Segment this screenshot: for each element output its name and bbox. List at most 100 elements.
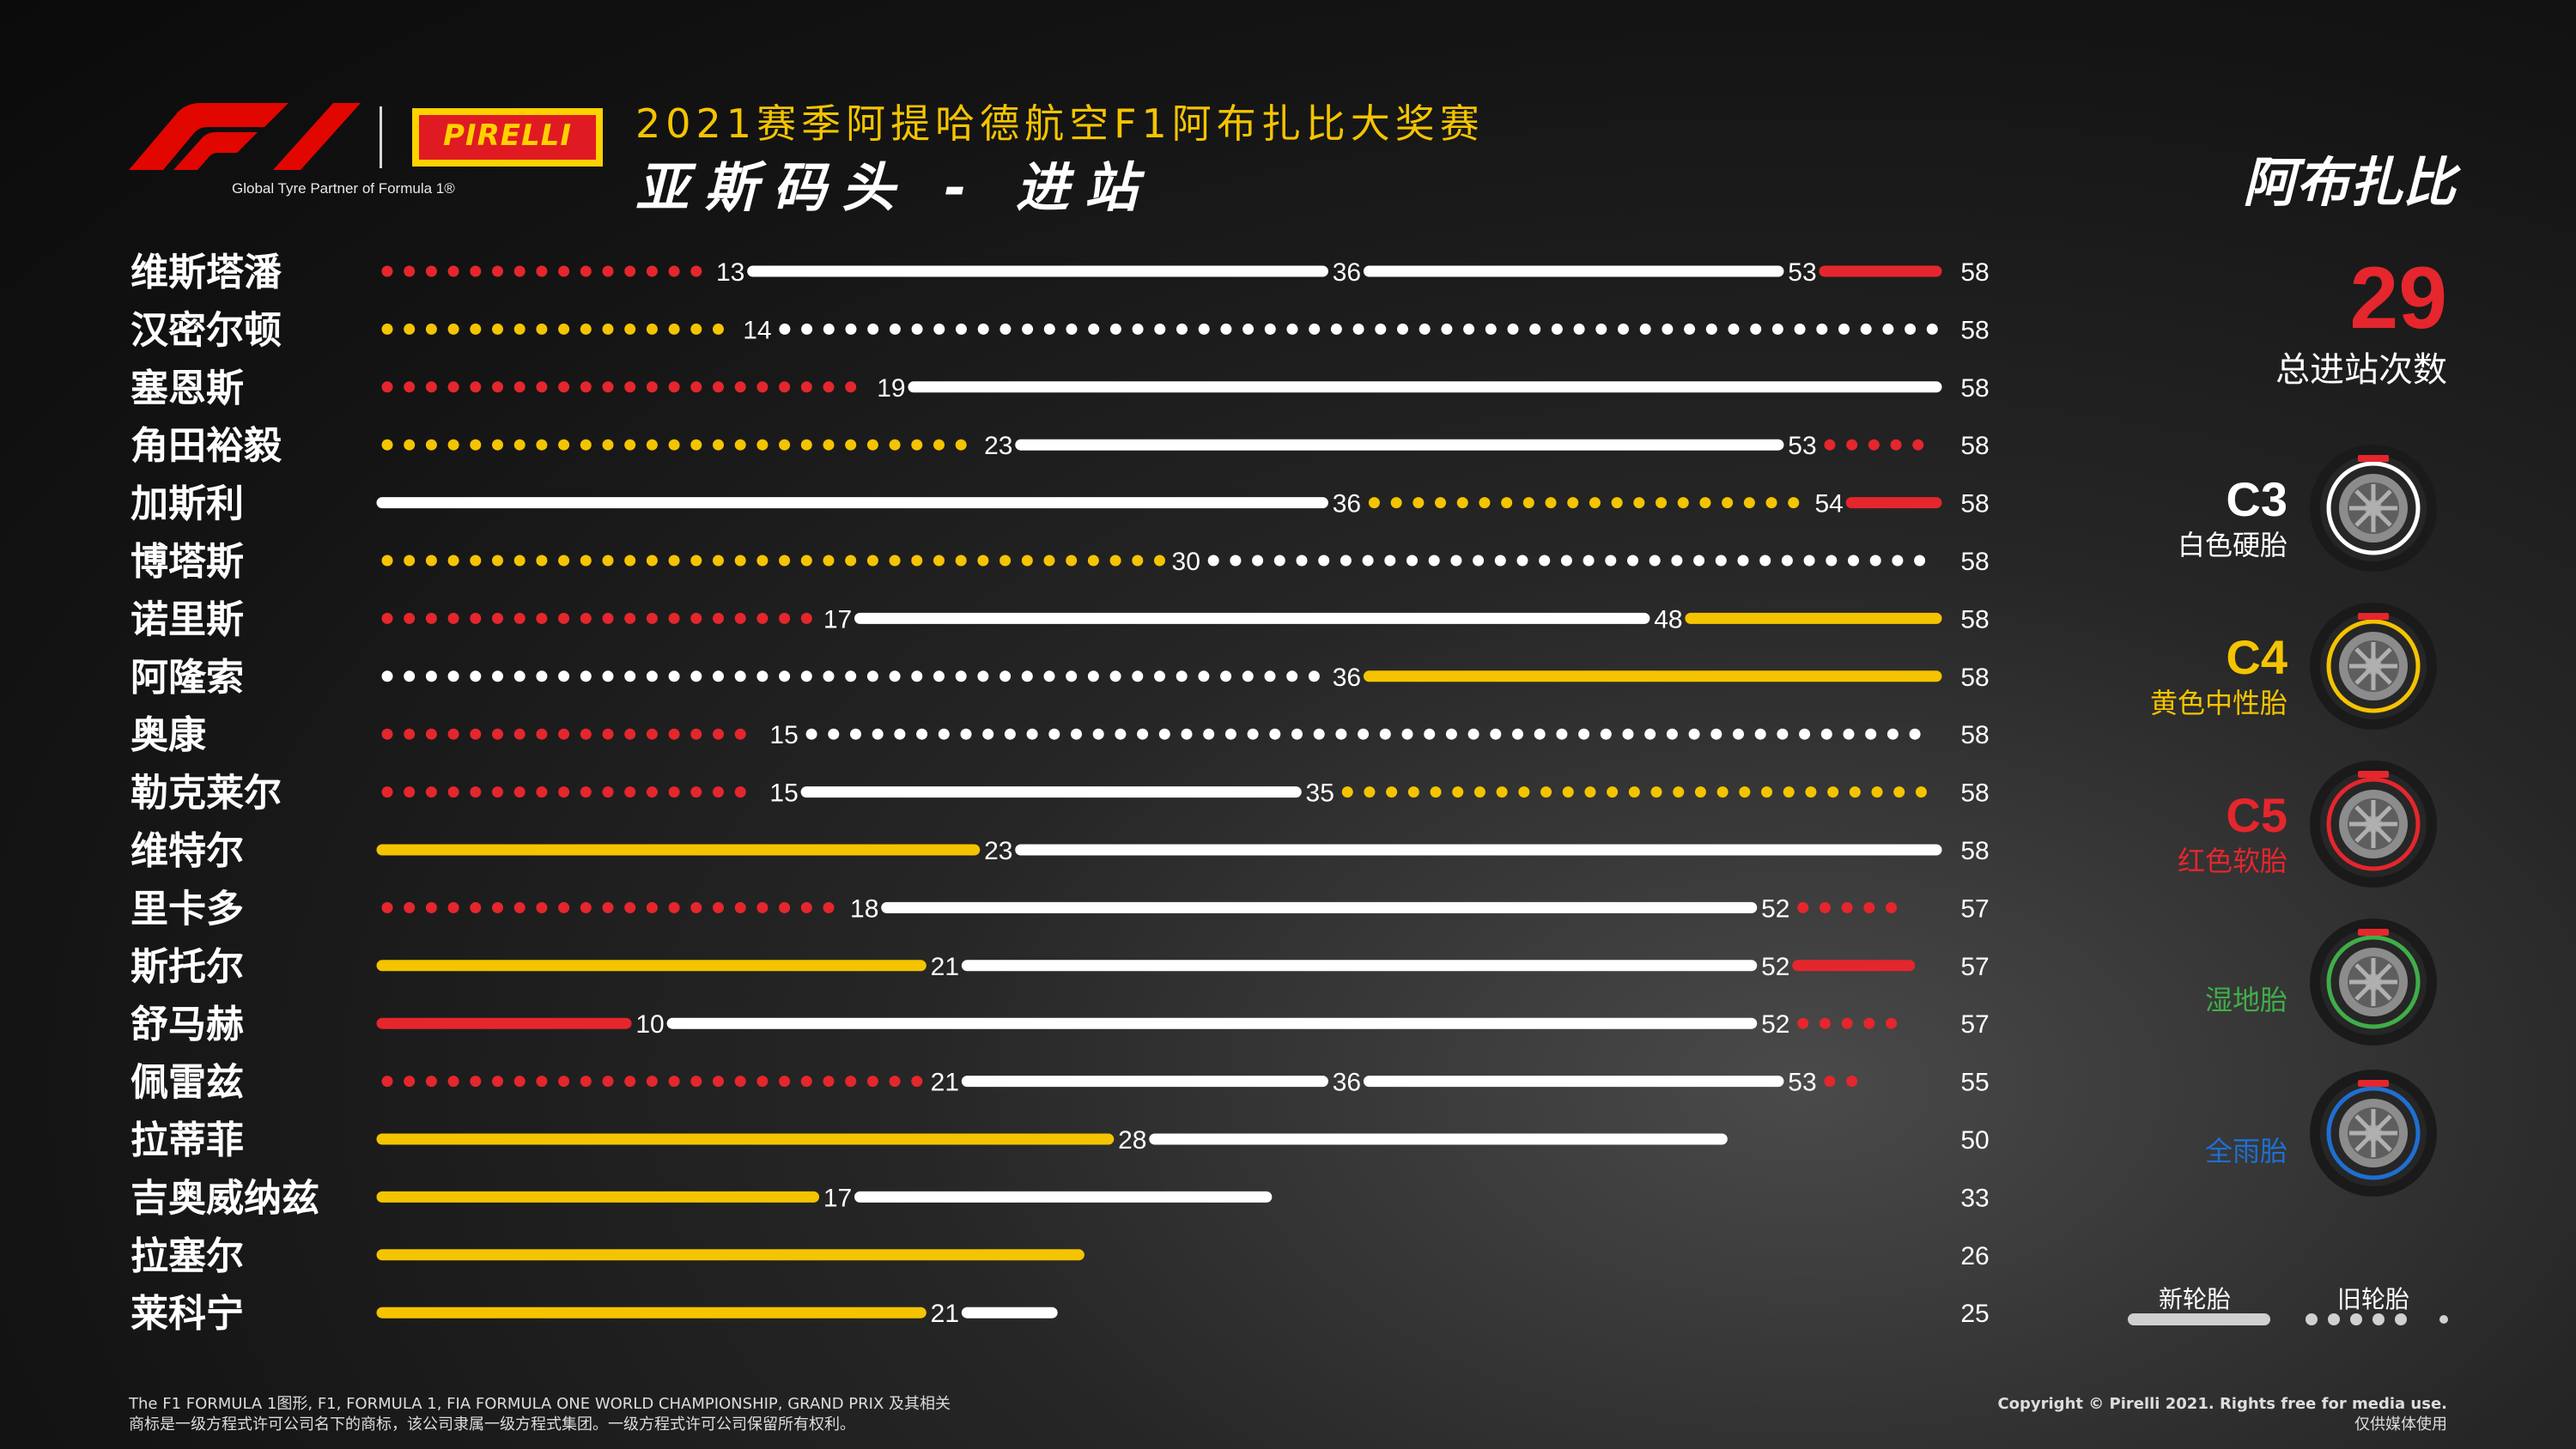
total-laps-label: 33: [1960, 1184, 1989, 1212]
driver-name: 汉密尔顿: [131, 308, 282, 352]
pit-lap-label: 14: [743, 316, 771, 344]
tyre-code: C4: [2226, 630, 2287, 684]
stint-used-C5: [1797, 901, 1898, 913]
tyre-code: C3: [2226, 472, 2287, 526]
pit-lap-label: 52: [1761, 1010, 1789, 1039]
pirelli-logo-word: PIRELLI: [443, 118, 572, 153]
stint-used-C4: [1341, 786, 1927, 798]
total-laps-label: 58: [1960, 779, 1989, 808]
footer-copyright-line2: 仅供媒体使用: [2354, 1416, 2447, 1434]
pit-lap-label: 18: [850, 894, 878, 923]
pit-lap-label: 53: [1788, 432, 1816, 460]
pirelli-tyre-blue-icon: [2310, 1070, 2437, 1197]
driver-row: 加斯利 36 54 58: [131, 482, 1990, 526]
tyre-legend-item: C4 黄色中性胎: [2061, 597, 2439, 735]
tyre-legend-item: C3 白色硬胎: [2061, 440, 2439, 577]
total-laps-label: 58: [1960, 316, 1989, 344]
driver-name: 佩雷兹: [131, 1061, 244, 1105]
footer-legal-line1: The F1 FORMULA 1图形, F1, FORMULA 1, FIA F…: [129, 1395, 951, 1413]
stint-used-C5: [1824, 439, 1924, 451]
total-laps-label: 25: [1960, 1300, 1989, 1328]
stint-used-C5: [381, 901, 835, 913]
stint-used-C5: [381, 612, 812, 624]
tyre-desc: 红色软胎: [2177, 845, 2287, 877]
driver-name: 奥康: [131, 713, 206, 757]
total-laps-label: 58: [1960, 605, 1989, 634]
stint-used-C5: [1824, 1076, 1858, 1088]
pit-lap-label: 17: [823, 1184, 852, 1212]
driver-name: 诺里斯: [131, 597, 244, 641]
driver-row: 角田裕毅 23 53 58: [131, 424, 1990, 468]
stint-used-C5: [1797, 1017, 1898, 1029]
driver-name: 塞恩斯: [131, 367, 244, 410]
stint-used-C5: [381, 381, 857, 393]
total-laps-label: 58: [1960, 548, 1989, 576]
header-logos: PIRELLI Global Tyre Partner of Formula 1…: [129, 101, 603, 204]
pit-lap-label: 13: [716, 258, 744, 287]
pit-lap-label: 36: [1333, 490, 1361, 518]
stint-used-C3: [805, 728, 1921, 740]
driver-row: 里卡多 18 52 57: [131, 887, 1990, 931]
pit-lap-label: 54: [1814, 490, 1843, 518]
pit-lap-label: 21: [931, 953, 959, 981]
driver-row: 塞恩斯 19 58: [131, 367, 1990, 410]
pit-lap-label: 36: [1333, 258, 1361, 287]
driver-row: 吉奥威纳兹 17 33: [131, 1176, 1990, 1220]
tyre-desc: 全雨胎: [2204, 1135, 2287, 1167]
pirelli-tyre-white-icon: [2310, 445, 2437, 572]
stint-used-C4: [381, 439, 967, 451]
driver-row: 舒马赫 10 52 57: [131, 1003, 1990, 1046]
tyre-legend-item: C5 红色软胎: [2061, 755, 2439, 893]
stint-used-C4: [381, 323, 724, 335]
driver-name: 角田裕毅: [131, 424, 283, 468]
driver-row: 斯托尔 21 52 57: [131, 945, 1990, 989]
driver-name: 拉蒂菲: [131, 1119, 244, 1162]
total-laps-label: 58: [1960, 721, 1989, 749]
total-laps-label: 58: [1960, 837, 1989, 865]
pit-lap-label: 10: [635, 1010, 664, 1039]
pirelli-logo: PIRELLI: [412, 108, 603, 167]
pit-lap-label: 17: [823, 605, 852, 634]
pirelli-tyre-yellow-icon: [2310, 603, 2437, 730]
driver-row: 莱科宁 21 25: [131, 1292, 1990, 1336]
driver-row: 博塔斯 30 58: [131, 540, 1990, 584]
stint-used-C5: [381, 786, 746, 798]
pirelli-tyre-green-icon: [2310, 919, 2437, 1046]
pit-lap-label: 48: [1654, 605, 1682, 634]
stint-used-C4: [1368, 497, 1800, 509]
driver-name: 莱科宁: [131, 1292, 244, 1336]
total-stops-value: 29: [2349, 249, 2447, 347]
race-name: 阿布扎比: [2242, 151, 2456, 214]
pit-lap-label: 28: [1118, 1126, 1146, 1155]
total-stops-label: 总进站次数: [2275, 350, 2447, 390]
driver-row: 拉蒂菲 28 50: [131, 1119, 1990, 1162]
f1-logo: [129, 103, 361, 170]
pit-lap-label: 30: [1172, 548, 1200, 576]
footer-legal: The F1 FORMULA 1图形, F1, FORMULA 1, FIA F…: [129, 1394, 951, 1435]
pit-lap-label: 53: [1788, 1069, 1816, 1097]
driver-name: 维斯塔潘: [131, 251, 282, 294]
driver-name: 斯托尔: [131, 945, 244, 989]
driver-name: 阿隆索: [131, 656, 244, 700]
total-laps-label: 55: [1960, 1069, 1989, 1097]
driver-row: 勒克莱尔 15 35 58: [131, 772, 1990, 815]
pit-lap-label: 52: [1761, 894, 1789, 923]
pit-lap-label: 15: [769, 721, 798, 749]
new-tyre-legend-label: 新轮胎: [2159, 1285, 2232, 1313]
stint-used-C5: [381, 265, 702, 277]
pit-lap-label: 52: [1761, 953, 1789, 981]
driver-name: 勒克莱尔: [131, 772, 282, 815]
tyre-legend-item: 全雨胎: [2061, 1064, 2439, 1202]
stint-used-C3: [381, 670, 1320, 682]
driver-row: 拉塞尔 26: [131, 1234, 1990, 1278]
pirelli-tyre-red-icon: [2310, 761, 2437, 888]
tyre-code: C5: [2226, 788, 2287, 842]
total-laps-label: 26: [1960, 1242, 1989, 1270]
driver-row: 维特尔 23 58: [131, 829, 1990, 873]
total-laps-label: 58: [1960, 664, 1989, 692]
driver-name: 吉奥威纳兹: [131, 1176, 319, 1220]
total-laps-label: 58: [1960, 258, 1989, 287]
total-laps-label: 57: [1960, 894, 1989, 923]
total-laps-label: 57: [1960, 1010, 1989, 1039]
